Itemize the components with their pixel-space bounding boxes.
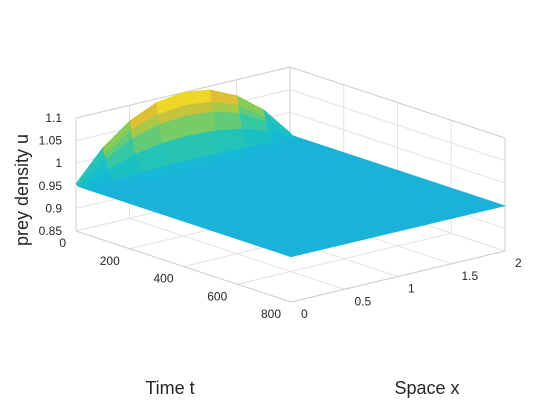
axis-edge [290, 250, 506, 303]
z-tick-label: 1.05 [39, 134, 63, 148]
axis-edge [289, 66, 506, 139]
grid-line [237, 232, 452, 285]
y-tick-label: 800 [261, 307, 281, 321]
x-tick-label: 1.5 [462, 269, 479, 283]
x-tick-label: 0 [301, 307, 308, 321]
z-tick-label: 0.95 [39, 179, 63, 193]
z-axis-label: prey density u [12, 134, 32, 246]
y-tick-label: 400 [153, 272, 173, 286]
z-tick-label: 1 [55, 156, 62, 170]
surface-cell [160, 207, 319, 258]
surface-mesh [75, 89, 507, 258]
y-tick-label: 0 [59, 236, 66, 250]
x-axis-label: Space x [394, 378, 459, 398]
axis-edge [75, 230, 292, 303]
y-tick-label: 600 [207, 289, 227, 303]
y-tick-label: 200 [100, 254, 120, 268]
z-tick-label: 1.1 [45, 111, 62, 125]
z-tick-label: 0.9 [45, 201, 62, 215]
y-axis-label: Time t [145, 378, 194, 398]
x-tick-label: 0.5 [355, 294, 372, 308]
x-tick-label: 1 [408, 282, 415, 296]
surface-cell [212, 111, 243, 132]
z-tick-label: 0.85 [39, 224, 63, 238]
tick-labels: 0.85 0.9 0.95 1 1.05 1.1 0 200 400 600 800 0 0.5 1 1.5… [39, 111, 522, 321]
x-tick-label: 2 [515, 256, 522, 270]
